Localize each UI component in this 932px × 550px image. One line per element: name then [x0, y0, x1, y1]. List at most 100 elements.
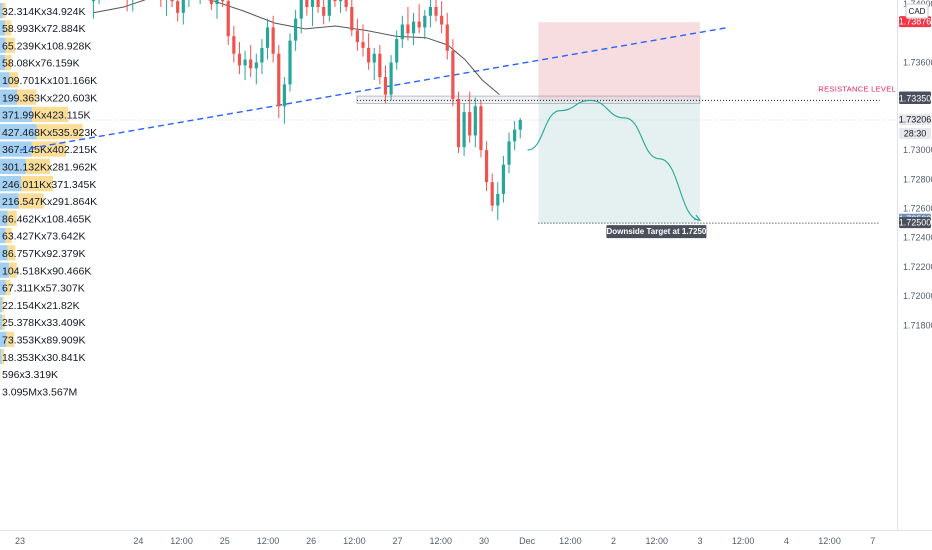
volume-row-label: 216.547Kx291.864K — [2, 196, 97, 208]
candle — [484, 141, 489, 191]
time-tick-label: 12:00 — [257, 536, 280, 546]
candle-body — [395, 39, 399, 63]
candle — [367, 33, 371, 70]
volume-row-label: 246.011Kx371.345K — [2, 179, 96, 191]
candle — [282, 77, 286, 124]
volume-bar-buy — [0, 54, 5, 71]
volume-row-label: 109.701Kx101.166K — [2, 75, 97, 87]
volume-bar-sell — [6, 331, 15, 347]
volume-row-label: 104.518Kx90.466K — [2, 265, 91, 277]
candle-body — [484, 150, 489, 183]
volume-bar-sell — [7, 245, 16, 261]
volume-bar-sell — [5, 279, 11, 296]
volume-bar-buy — [0, 314, 3, 330]
candle-body — [310, 0, 315, 7]
volume-bar-buy — [0, 210, 8, 226]
resistance-level-label: RESISTANCE LEVEL — [818, 85, 896, 94]
candle — [160, 0, 162, 7]
price-badge-label: 1.72500 — [899, 218, 932, 228]
target-label-text: Downside Target at 1.7250 — [606, 227, 706, 236]
volume-bar-buy — [0, 89, 18, 105]
candle — [440, 1, 444, 34]
candle-body — [501, 164, 506, 194]
candle-body — [513, 129, 517, 142]
candle-body — [428, 6, 432, 16]
candle-body — [209, 0, 213, 5]
price-tick-label: 1.72200 — [903, 262, 932, 272]
candle-body — [462, 112, 466, 148]
volume-bar-sell — [4, 54, 12, 71]
candle — [496, 182, 500, 221]
candle — [490, 173, 494, 212]
volume-bar-buy — [0, 245, 8, 261]
candle — [383, 65, 388, 104]
volume-row-label: 427.468Kx535.923K — [2, 127, 97, 139]
candle — [288, 33, 292, 92]
time-tick-label: 12:00 — [559, 536, 582, 546]
currency-box[interactable] — [905, 3, 929, 19]
candle-body — [243, 59, 247, 66]
candle-body — [456, 98, 461, 148]
volume-row-label: 32.314Kx34.924K — [2, 6, 86, 18]
projection-arrowhead — [693, 214, 702, 221]
time-tick-label: 7 — [870, 536, 875, 546]
candle-body — [344, 0, 348, 7]
candle-body — [249, 59, 253, 69]
candle-body — [305, 0, 309, 7]
candle-body — [445, 24, 449, 51]
candle — [322, 0, 326, 25]
volume-row-label: 86.757Kx92.379K — [2, 248, 86, 260]
volume-row-label: 367.145Kx402.215K — [2, 144, 97, 156]
candle-body — [490, 182, 494, 206]
annotations: RESISTANCE LEVEL Downside Target at 1.725… — [527, 85, 896, 239]
candle — [456, 91, 461, 153]
price-badge — [899, 16, 931, 28]
candle — [226, 0, 230, 45]
candle-body — [260, 47, 264, 63]
volume-row-label: 86.462Kx108.465K — [2, 213, 91, 225]
candle-body — [271, 27, 275, 54]
time-axis[interactable]: 23 24 12:00 25 12:00 26 12:00 27 12:00 30 Dec 12:00… — [15, 536, 875, 546]
candle-body — [451, 50, 455, 99]
candlestick-series — [91, 0, 522, 221]
price-badge — [899, 92, 931, 104]
volume-row-label: 58.993Kx72.884K — [2, 23, 86, 35]
candle — [445, 12, 449, 60]
volume-row-label: 67.311Kx57.307K — [2, 283, 85, 295]
candle-body — [232, 36, 236, 54]
candle-body — [479, 106, 483, 151]
time-tick-label: 3 — [697, 536, 702, 546]
volume-bar-sell — [25, 158, 51, 174]
candle-body — [372, 53, 376, 63]
price-tick-label: 1.73600 — [903, 57, 932, 67]
candle — [338, 0, 343, 13]
price-badge — [899, 114, 931, 125]
volume-bar-sell — [5, 227, 12, 244]
volume-row-label: 596x3.319K — [2, 369, 58, 381]
candle-body — [226, 1, 230, 37]
volume-bar-sell — [36, 124, 83, 140]
candle — [299, 0, 303, 34]
volume-bar-sell — [5, 37, 15, 53]
volume-bar-buy — [0, 158, 26, 174]
candle — [428, 0, 432, 28]
candle-body — [288, 40, 292, 85]
volume-bar-buy — [0, 331, 7, 347]
price-badge-label: 1.73876 — [899, 17, 932, 27]
volume-bar-buy — [0, 227, 6, 244]
price-axis[interactable]: 1.746001.744001.742001.740001.736001.730… — [903, 0, 932, 330]
candle — [378, 44, 382, 85]
price-tick-label: 1.72800 — [903, 174, 932, 184]
candle-body — [254, 62, 258, 69]
price-badge-label: 28:30 — [904, 129, 927, 139]
candle-body — [327, 0, 331, 16]
candle — [434, 0, 438, 22]
candle — [333, 0, 337, 7]
candle — [165, 0, 167, 16]
volume-bar-sell — [18, 193, 44, 209]
candle-body — [496, 193, 500, 206]
volume-row-label: 371.99Kx423.115K — [2, 110, 91, 122]
volume-bar-sell — [1, 349, 5, 365]
